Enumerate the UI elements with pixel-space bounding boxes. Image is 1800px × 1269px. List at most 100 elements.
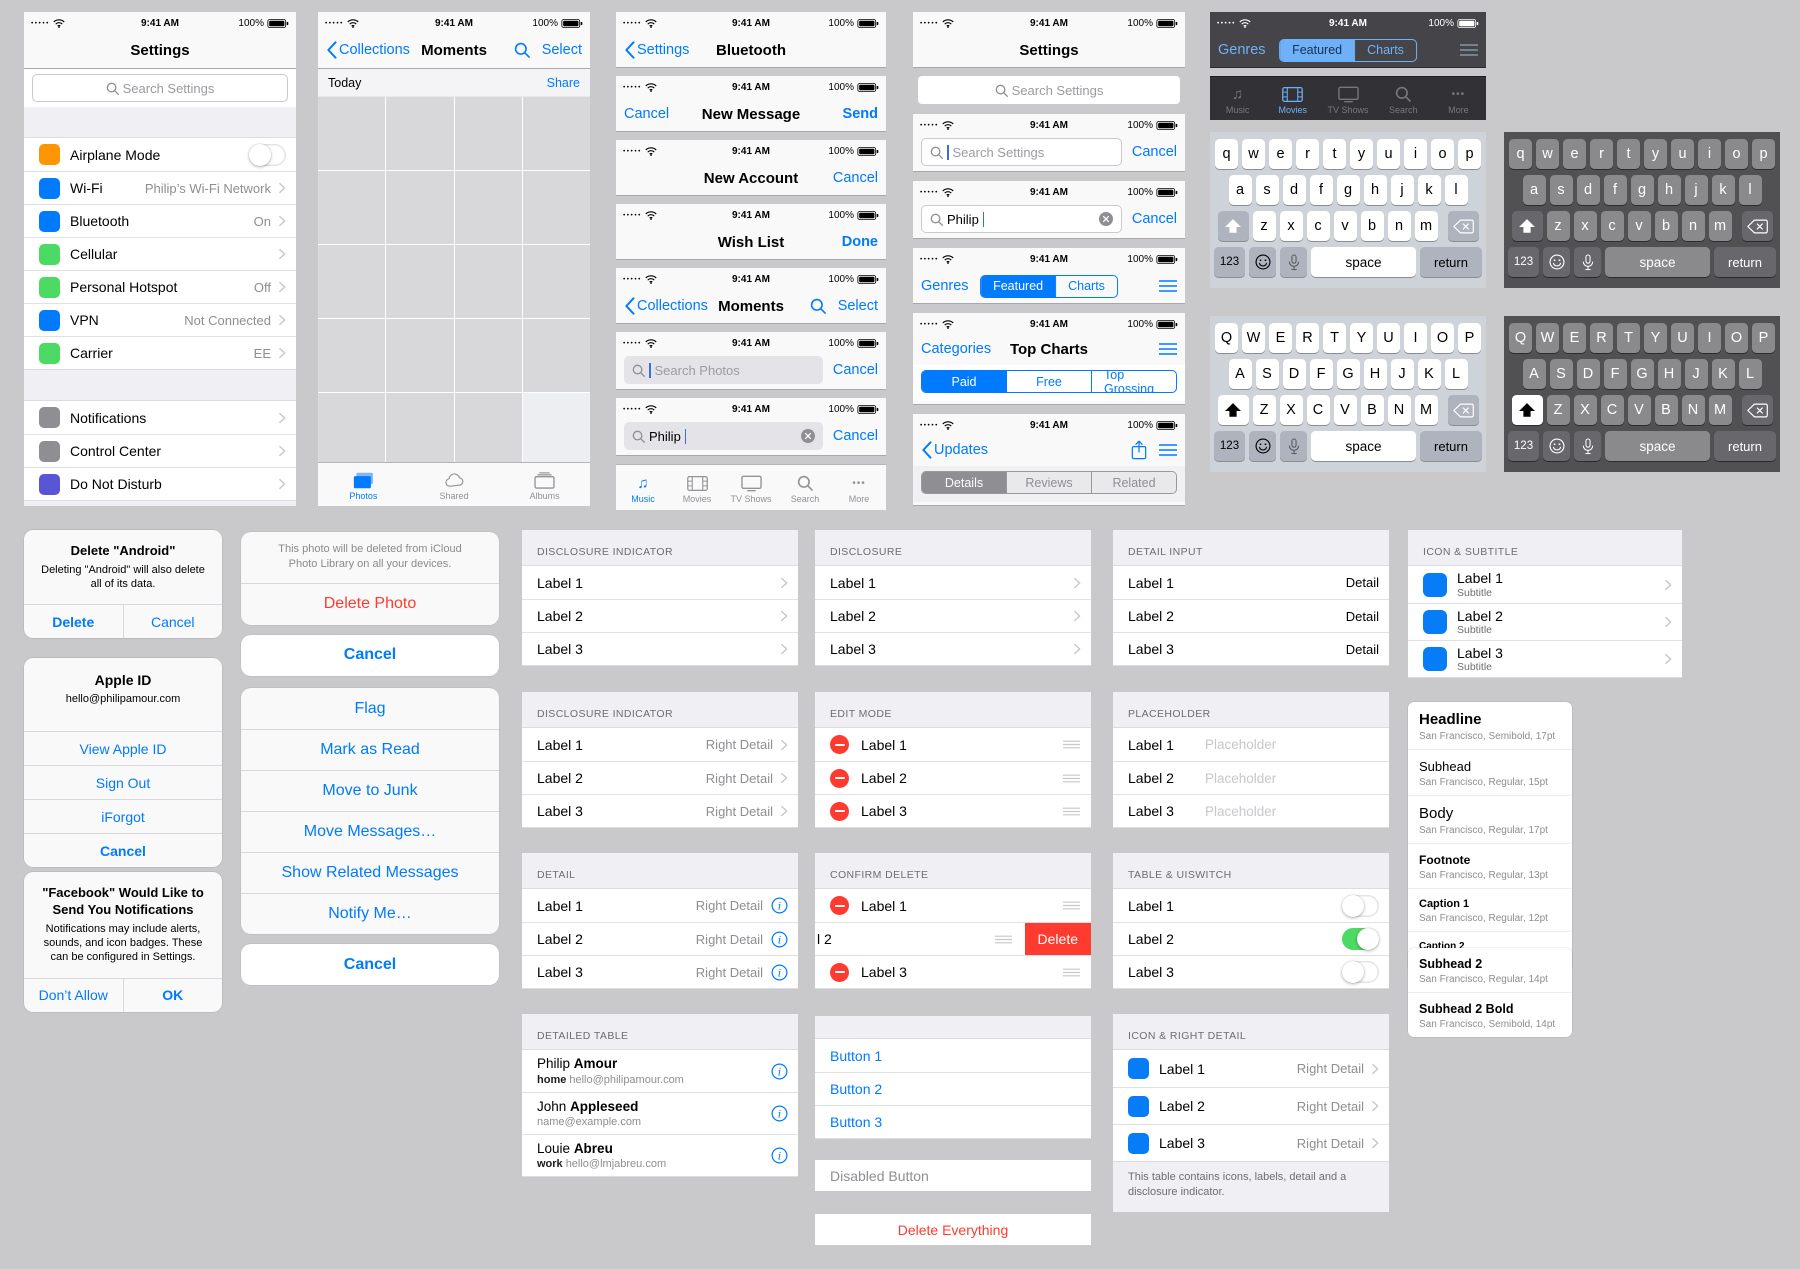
editable-row[interactable]: Label 2 bbox=[815, 761, 1091, 794]
action-sheet-button[interactable]: Move to Junk bbox=[241, 770, 499, 811]
letter-key[interactable]: x bbox=[1573, 211, 1597, 241]
table-row[interactable]: Label 3 bbox=[522, 632, 798, 665]
letter-key[interactable]: l bbox=[1738, 175, 1762, 205]
back-button[interactable]: Updates bbox=[921, 441, 988, 459]
search-input[interactable]: Search Settings bbox=[32, 74, 288, 102]
letter-key[interactable]: z bbox=[1546, 211, 1570, 241]
letter-key[interactable]: u bbox=[1377, 139, 1400, 169]
segment-free[interactable]: Free bbox=[1006, 371, 1091, 392]
letter-key[interactable]: o bbox=[1431, 139, 1454, 169]
table-row[interactable]: Label 2 Right Detail bbox=[1113, 1087, 1389, 1124]
settings-row-bluetooth[interactable]: Bluetooth On bbox=[24, 204, 296, 237]
tab-photos[interactable]: Photos bbox=[318, 463, 409, 506]
letter-key[interactable]: X bbox=[1279, 395, 1303, 425]
delete-everything-button[interactable]: Delete Everything bbox=[815, 1214, 1091, 1245]
table-row[interactable]: Label 2 bbox=[522, 599, 798, 632]
letter-key[interactable]: h bbox=[1657, 175, 1681, 205]
delete-button[interactable]: Delete bbox=[1024, 923, 1091, 955]
action-sheet-button[interactable]: Mark as Read bbox=[241, 729, 499, 770]
backspace-key[interactable] bbox=[1447, 211, 1479, 241]
table-row[interactable]: Label 1 bbox=[815, 566, 1091, 599]
ok-button[interactable]: OK bbox=[122, 978, 223, 1012]
letter-key[interactable]: N bbox=[1387, 395, 1411, 425]
tab-music[interactable]: ♫ Music bbox=[1225, 85, 1250, 115]
letter-key[interactable]: W bbox=[1242, 323, 1265, 353]
letter-key[interactable]: Z bbox=[1546, 395, 1570, 425]
table-row[interactable]: Label 3 Subtitle bbox=[1408, 640, 1682, 677]
letter-key[interactable]: M bbox=[1708, 395, 1732, 425]
settings-row-vpn[interactable]: VPN Not Connected bbox=[24, 303, 296, 336]
reorder-handle-icon[interactable] bbox=[1062, 774, 1081, 783]
numbers-key[interactable]: 123 bbox=[1508, 431, 1539, 461]
remove-icon[interactable] bbox=[830, 801, 849, 821]
letter-key[interactable]: b bbox=[1654, 211, 1678, 241]
space-key[interactable]: space bbox=[1605, 247, 1710, 277]
reorder-handle-icon[interactable] bbox=[1062, 740, 1081, 749]
letter-key[interactable]: q bbox=[1215, 139, 1238, 169]
letter-key[interactable]: U bbox=[1377, 323, 1400, 353]
reorder-handle-icon[interactable] bbox=[1062, 901, 1081, 910]
airplane-mode-switch[interactable] bbox=[249, 143, 286, 166]
editable-row[interactable]: Label 1 bbox=[815, 728, 1091, 761]
remove-icon[interactable] bbox=[830, 896, 849, 915]
tab-search[interactable]: Search bbox=[778, 465, 832, 510]
numbers-key[interactable]: 123 bbox=[1214, 247, 1245, 277]
table-row[interactable]: Label 3 Detail bbox=[1113, 632, 1389, 665]
letter-key[interactable]: o bbox=[1725, 139, 1748, 169]
tab-movies[interactable]: Movies bbox=[1265, 77, 1320, 120]
settings-row-control-center[interactable]: Control Center bbox=[24, 434, 296, 467]
remove-icon[interactable] bbox=[830, 962, 849, 982]
letter-key[interactable]: i bbox=[1404, 139, 1427, 169]
photo-thumbnail[interactable] bbox=[386, 393, 454, 462]
table-row[interactable]: Label 2 Subtitle bbox=[1408, 603, 1682, 640]
letter-key[interactable]: L bbox=[1444, 359, 1468, 389]
photo-thumbnail[interactable] bbox=[454, 319, 522, 392]
cancel-button[interactable]: Cancel bbox=[832, 428, 878, 444]
list-icon[interactable] bbox=[1460, 43, 1478, 57]
segment-top-grossing[interactable]: Top Grossing bbox=[1091, 371, 1176, 392]
table-row[interactable]: Label 3 bbox=[815, 632, 1091, 665]
input-row[interactable]: Label 3 Placeholder bbox=[1113, 794, 1389, 827]
letter-key[interactable]: B bbox=[1360, 395, 1384, 425]
table-row[interactable]: Label 1 Right Detail bbox=[522, 728, 798, 761]
photo-thumbnail[interactable] bbox=[318, 319, 386, 392]
photo-thumbnail[interactable] bbox=[522, 245, 590, 318]
tab-search[interactable]: Search bbox=[1376, 77, 1431, 120]
list-icon[interactable] bbox=[1159, 342, 1177, 356]
letter-key[interactable]: D bbox=[1282, 359, 1306, 389]
letter-key[interactable]: v bbox=[1333, 211, 1357, 241]
backspace-key[interactable] bbox=[1741, 211, 1773, 241]
letter-key[interactable]: j bbox=[1684, 175, 1708, 205]
shift-key[interactable] bbox=[1511, 211, 1543, 241]
settings-row-cellular[interactable]: Cellular bbox=[24, 237, 296, 270]
letter-key[interactable]: I bbox=[1404, 323, 1427, 353]
emoji-key[interactable] bbox=[1249, 431, 1276, 461]
action-sheet-button[interactable]: Notify Me… bbox=[241, 893, 499, 934]
search-input[interactable]: Philip bbox=[624, 422, 823, 450]
list-icon[interactable] bbox=[1159, 279, 1177, 293]
letter-key[interactable]: r bbox=[1296, 139, 1319, 169]
info-icon[interactable] bbox=[771, 964, 788, 981]
letter-key[interactable]: c bbox=[1600, 211, 1624, 241]
search-icon[interactable] bbox=[514, 42, 530, 58]
letter-key[interactable]: P bbox=[1458, 323, 1481, 353]
letter-key[interactable]: t bbox=[1617, 139, 1640, 169]
switch-row[interactable]: Label 2 bbox=[1113, 922, 1389, 955]
table-row[interactable]: Label 2 Detail bbox=[1113, 599, 1389, 632]
photo-thumbnail[interactable] bbox=[454, 171, 522, 244]
mic-key[interactable] bbox=[1280, 431, 1307, 461]
letter-key[interactable]: Y bbox=[1350, 323, 1373, 353]
table-button-row[interactable]: Button 2 bbox=[815, 1072, 1091, 1105]
delete-button[interactable]: Delete bbox=[52, 613, 95, 630]
letter-key[interactable]: V bbox=[1333, 395, 1357, 425]
letter-key[interactable]: f bbox=[1309, 175, 1333, 205]
letter-key[interactable]: p bbox=[1458, 139, 1481, 169]
info-icon[interactable] bbox=[771, 897, 788, 914]
letter-key[interactable]: n bbox=[1681, 211, 1705, 241]
clear-text-icon[interactable] bbox=[1099, 212, 1113, 226]
letter-key[interactable]: v bbox=[1627, 211, 1651, 241]
toggle-switch-off[interactable] bbox=[1342, 894, 1379, 917]
letter-key[interactable]: a bbox=[1522, 175, 1546, 205]
cancel-button[interactable]: Cancel bbox=[624, 106, 670, 122]
switch-row[interactable]: Label 1 bbox=[1113, 889, 1389, 922]
